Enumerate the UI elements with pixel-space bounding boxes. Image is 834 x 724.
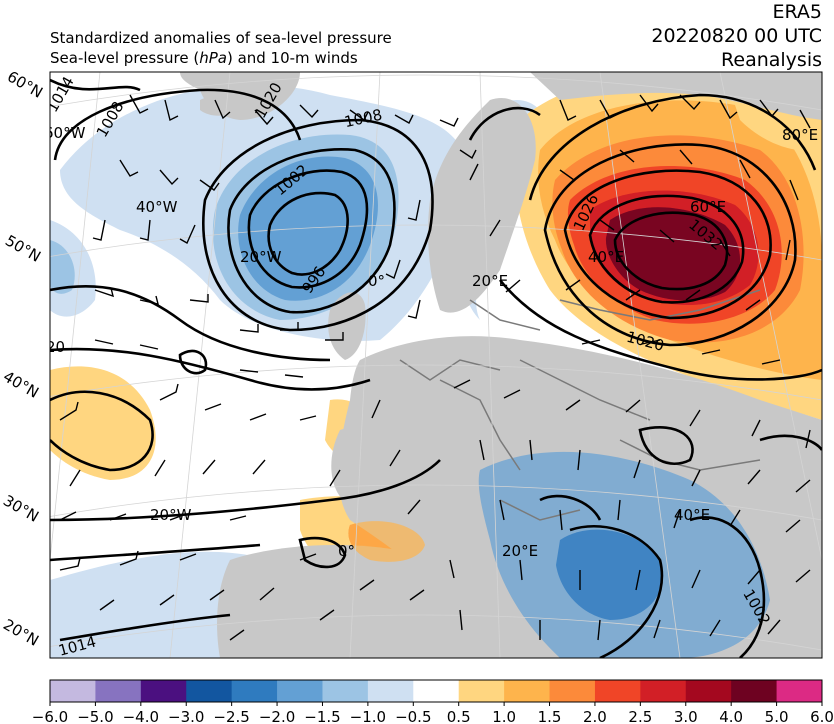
- colorbar-segment: [549, 680, 596, 702]
- colorbar-segment: [186, 680, 233, 702]
- colorbar-segment: [50, 680, 96, 702]
- overlay-north-africa-high: [348, 521, 425, 562]
- gridline-label: 80°E: [782, 126, 818, 144]
- overlay-med-core: [556, 529, 663, 620]
- colorbar-segment: [413, 680, 460, 702]
- gridline-label: 20°W: [150, 506, 192, 524]
- latitude-label: 20°N: [0, 615, 42, 649]
- land-north-africa: [217, 545, 466, 658]
- colorbar-segment: [685, 680, 732, 702]
- colorbar-frame: [49, 679, 823, 703]
- anomaly-negative-west-core: [50, 240, 75, 294]
- colorbar-tick-label: 2.5: [628, 708, 652, 724]
- title-line-2-suffix: ) and 10-m winds: [226, 49, 358, 67]
- gridline-label: 40°W: [136, 198, 178, 216]
- colorbar-segment: [322, 680, 369, 702]
- graticule: [50, 72, 822, 658]
- colorbar-tick-label: −4.0: [123, 708, 159, 724]
- anomaly-positive-west-atlantic: [50, 366, 156, 480]
- gridline-label: 20°W: [240, 248, 282, 266]
- gridline-label: 40°E: [674, 506, 710, 524]
- contour-label: 20: [46, 338, 65, 356]
- title-line-2-prefix: Sea-level pressure (: [50, 49, 200, 67]
- colorbar-tick-label: 1.0: [492, 708, 516, 724]
- gridline-label: 20°E: [502, 542, 538, 560]
- colorbar-segment: [231, 680, 278, 702]
- land-iceland: [200, 95, 238, 116]
- anomaly-negative-low-core-2: [238, 156, 378, 301]
- colorbar-tick-label: −5.0: [77, 708, 113, 724]
- colorbar-segment: [367, 680, 414, 702]
- colorbar-segment: [458, 680, 505, 702]
- latitude-label: 50°N: [2, 231, 44, 265]
- gridline-label: 60°W: [44, 124, 86, 142]
- product-kind: Reanalysis: [721, 49, 822, 71]
- colorbar-segment: [277, 680, 323, 702]
- colorbar: −6.0 −5.0 −4.0 −3.0 −2.5 −2.0 −1.5 −1.0 −0.5 0.5 1…: [32, 679, 834, 724]
- latitude-label: 40°N: [0, 367, 42, 401]
- colorbar-segment: [594, 680, 641, 702]
- latitude-label: 60°N: [4, 67, 46, 101]
- colorbar-segment: [95, 680, 142, 702]
- land-north-russia: [530, 72, 822, 120]
- colorbar-tick-label: 1.5: [538, 708, 562, 724]
- valid-time: 20220820 00 UTC: [651, 25, 822, 47]
- title-line-2-unit: hPa: [199, 49, 227, 67]
- colorbar-tick-label: −3.0: [168, 708, 204, 724]
- gridline-label: 0°: [368, 272, 385, 290]
- wind-barbs: [59, 94, 811, 641]
- gridline-label: 40°E: [588, 248, 624, 266]
- overlay-russia-core: [605, 207, 740, 301]
- colorbar-segment: [140, 680, 187, 702]
- land-greenland: [180, 72, 300, 120]
- colorbar-tick-label: 6.0: [810, 708, 834, 724]
- colorbar-tick-label: 4.0: [719, 708, 743, 724]
- figure-info: ERA5 20220820 00 UTC Reanalysis: [651, 0, 822, 72]
- colorbar-segment: [504, 680, 551, 702]
- colorbar-tick-label: −2.5: [213, 708, 249, 724]
- colorbar-segment: [731, 680, 778, 702]
- pressure-contours: [50, 78, 822, 658]
- map-frame: [49, 71, 823, 659]
- colorbar-tick-label: −6.0: [32, 708, 68, 724]
- colorbar-tick-label: −2.0: [259, 708, 295, 724]
- gridline-label: 0°: [338, 542, 355, 560]
- colorbar-tick-label: 0.5: [447, 708, 471, 724]
- land-uk: [328, 292, 366, 360]
- gridline-label: 20°E: [472, 272, 508, 290]
- colorbar-tick-label: −1.5: [304, 708, 340, 724]
- land-scandinavia: [428, 98, 536, 313]
- data-source: ERA5: [772, 1, 822, 23]
- latitude-label: 30°N: [0, 491, 42, 525]
- title-line-2: Sea-level pressure (hPa) and 10-m winds: [50, 48, 392, 68]
- figure-title: Standardized anomalies of sea-level pres…: [50, 28, 392, 68]
- title-line-1: Standardized anomalies of sea-level pres…: [50, 29, 392, 47]
- colorbar-tick-label: −1.0: [350, 708, 386, 724]
- gridline-label: 60°E: [690, 198, 726, 216]
- colorbar-tick-label: 2.0: [583, 708, 607, 724]
- map-area: 60°W 40°W 20°W 0° 20°E 60°E 40°E 80°E 20…: [44, 72, 822, 658]
- colorbar-tick-label: 5.0: [765, 708, 789, 724]
- colorbar-segment: [776, 680, 823, 702]
- colorbar-tick-label: −0.5: [395, 708, 431, 724]
- colorbar-segment: [640, 680, 687, 702]
- colorbar-tick-label: 3.0: [674, 708, 698, 724]
